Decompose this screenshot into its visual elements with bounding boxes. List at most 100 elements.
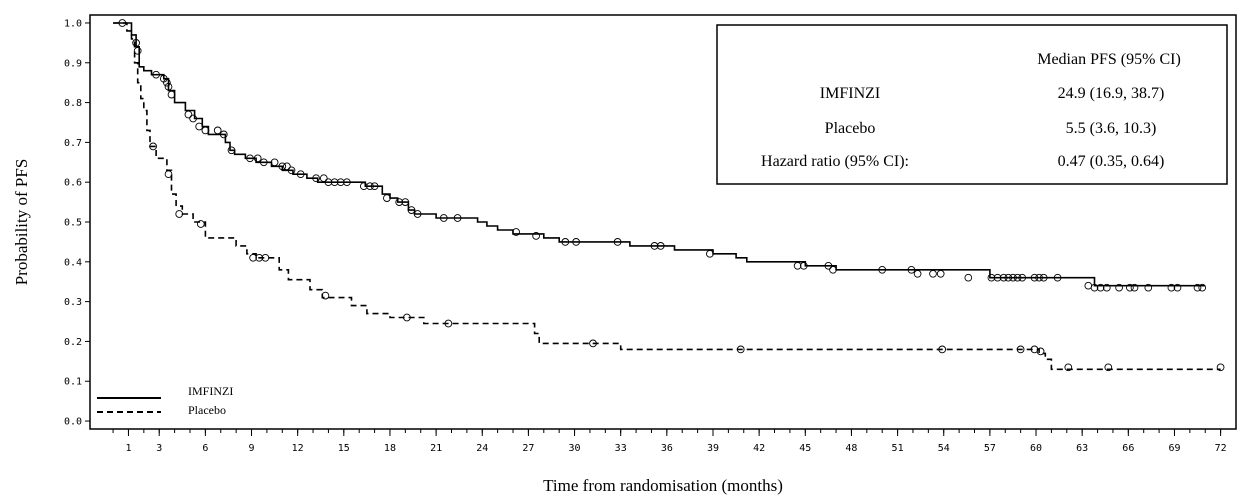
censor-mark-imfinzi xyxy=(936,269,945,278)
censor-mark-imfinzi xyxy=(246,154,254,163)
censor-mark-imfinzi xyxy=(383,194,391,202)
x-tick-label: 63 xyxy=(1076,443,1088,454)
y-tick-label: 0.8 xyxy=(64,98,82,109)
censor-mark-imfinzi xyxy=(312,174,320,183)
censor-mark-imfinzi xyxy=(512,228,520,236)
censor-mark-imfinzi xyxy=(227,146,236,155)
censor-mark-imfinzi xyxy=(532,232,540,240)
censor-mark-imfinzi xyxy=(278,162,287,171)
censor-mark-placebo xyxy=(261,253,270,262)
censor-mark-imfinzi xyxy=(359,182,368,191)
series-line-imfinzi xyxy=(113,22,1206,287)
x-tick-label: 15 xyxy=(338,443,350,454)
table-row-label: Placebo xyxy=(825,120,876,137)
legend-label-imfinzi: IMFINZI xyxy=(188,384,233,398)
censor-mark-imfinzi xyxy=(1013,273,1022,282)
x-tick-label: 6 xyxy=(202,443,208,454)
censor-mark-imfinzi xyxy=(439,214,448,222)
censor-mark-imfinzi xyxy=(1115,283,1123,292)
x-tick-label: 1 xyxy=(125,443,131,454)
censor-mark-placebo xyxy=(1036,347,1045,356)
censor-mark-imfinzi xyxy=(793,261,802,270)
x-tick-label: 72 xyxy=(1215,443,1227,454)
x-tick-label: 42 xyxy=(753,443,765,454)
y-axis-title: Probability of PFS xyxy=(12,159,31,286)
censor-mark-placebo xyxy=(164,170,173,179)
censor-mark-imfinzi xyxy=(613,238,622,246)
censor-mark-imfinzi xyxy=(395,198,404,206)
censor-mark-imfinzi xyxy=(1198,283,1207,292)
censor-mark-placebo xyxy=(255,253,264,262)
censor-mark-imfinzi xyxy=(283,162,291,171)
censor-mark-imfinzi xyxy=(1167,283,1176,292)
x-axis-title: Time from randomisation (months) xyxy=(543,476,783,495)
censor-mark-placebo xyxy=(938,345,947,354)
censor-mark-placebo xyxy=(249,253,257,262)
censor-mark-imfinzi xyxy=(1193,283,1202,292)
table-row-value: 24.9 (16.9, 38.7) xyxy=(1058,85,1165,102)
censor-mark-placebo xyxy=(1016,345,1025,354)
censor-mark-imfinzi xyxy=(1096,283,1105,292)
x-tick-label: 27 xyxy=(522,443,534,454)
censor-mark-imfinzi xyxy=(259,158,268,167)
median-table: Median PFS (95% CI) IMFINZI 24.9 (16.9, … xyxy=(716,24,1228,185)
y-tick-label: 0.2 xyxy=(64,337,82,348)
censor-mark-imfinzi xyxy=(219,130,228,139)
censor-mark-imfinzi xyxy=(1144,283,1153,292)
y-tick-label: 0.9 xyxy=(64,58,82,69)
table-row-label: Hazard ratio (95% CI): xyxy=(761,153,909,170)
censor-mark-imfinzi xyxy=(656,242,665,250)
censor-mark-imfinzi xyxy=(999,273,1008,282)
x-tick-label: 30 xyxy=(569,443,581,454)
y-axis: 0.0 0.1 0.2 0.3 0.4 0.5 0.6 0.7 0.8 0.9 1.0 xyxy=(64,18,90,428)
x-tick-label: 36 xyxy=(661,443,673,454)
x-tick-label: 57 xyxy=(984,443,996,454)
censor-mark-imfinzi xyxy=(1018,273,1027,282)
legend: IMFINZI Placebo xyxy=(97,384,233,417)
censor-mark-imfinzi xyxy=(929,269,937,278)
table-row-label: IMFINZI xyxy=(820,85,880,102)
censor-mark-imfinzi xyxy=(1090,283,1099,292)
censor-mark-imfinzi xyxy=(189,114,197,123)
x-tick-label: 45 xyxy=(799,443,811,454)
censor-mark-placebo xyxy=(321,291,330,300)
x-tick-label: 66 xyxy=(1122,443,1134,454)
censor-mark-imfinzi xyxy=(319,174,328,183)
y-tick-label: 0.1 xyxy=(64,377,82,388)
censor-mark-imfinzi xyxy=(964,273,973,282)
censor-mark-placebo xyxy=(132,39,140,47)
series-line-placebo xyxy=(113,22,1221,371)
censor-mark-imfinzi xyxy=(824,261,833,270)
censor-mark-imfinzi xyxy=(324,178,333,187)
censor-mark-imfinzi xyxy=(572,238,580,246)
table-row-value: 0.47 (0.35, 0.64) xyxy=(1058,153,1165,170)
censor-mark-imfinzi xyxy=(366,182,374,191)
y-tick-label: 0.7 xyxy=(64,138,82,149)
censor-mark-imfinzi xyxy=(407,206,416,214)
censor-mark-imfinzi xyxy=(829,265,837,274)
table-row-value: 5.5 (3.6, 10.3) xyxy=(1066,120,1157,137)
censor-mark-imfinzi xyxy=(133,46,142,55)
censor-mark-imfinzi xyxy=(561,238,570,246)
censor-mark-imfinzi xyxy=(336,178,345,187)
censor-mark-placebo xyxy=(444,319,453,328)
x-tick-label: 9 xyxy=(249,443,255,454)
censor-mark-imfinzi xyxy=(167,90,176,99)
y-tick-label: 0.0 xyxy=(64,417,82,428)
censor-mark-imfinzi xyxy=(1030,273,1039,282)
censor-mark-imfinzi xyxy=(330,178,339,187)
x-axis: 1 3 6 9 12 15 18 21 24 27 30 33 36 39 42 45 48 51 54 57 60 63… xyxy=(112,429,1227,454)
x-tick-label: 54 xyxy=(938,443,950,454)
censor-mark-placebo xyxy=(1216,363,1225,372)
censor-mark-imfinzi xyxy=(401,198,410,206)
censor-mark-imfinzi xyxy=(1035,273,1043,282)
x-tick-label: 18 xyxy=(384,443,396,454)
censor-mark-imfinzi xyxy=(878,265,887,274)
y-tick-label: 0.6 xyxy=(64,178,82,189)
x-tick-label: 69 xyxy=(1168,443,1180,454)
x-tick-label: 12 xyxy=(292,443,304,454)
censor-mark-imfinzi xyxy=(213,126,222,135)
censor-mark-imfinzi xyxy=(163,78,171,87)
censor-mark-placebo xyxy=(1104,363,1113,372)
censor-mark-imfinzi xyxy=(296,170,305,179)
